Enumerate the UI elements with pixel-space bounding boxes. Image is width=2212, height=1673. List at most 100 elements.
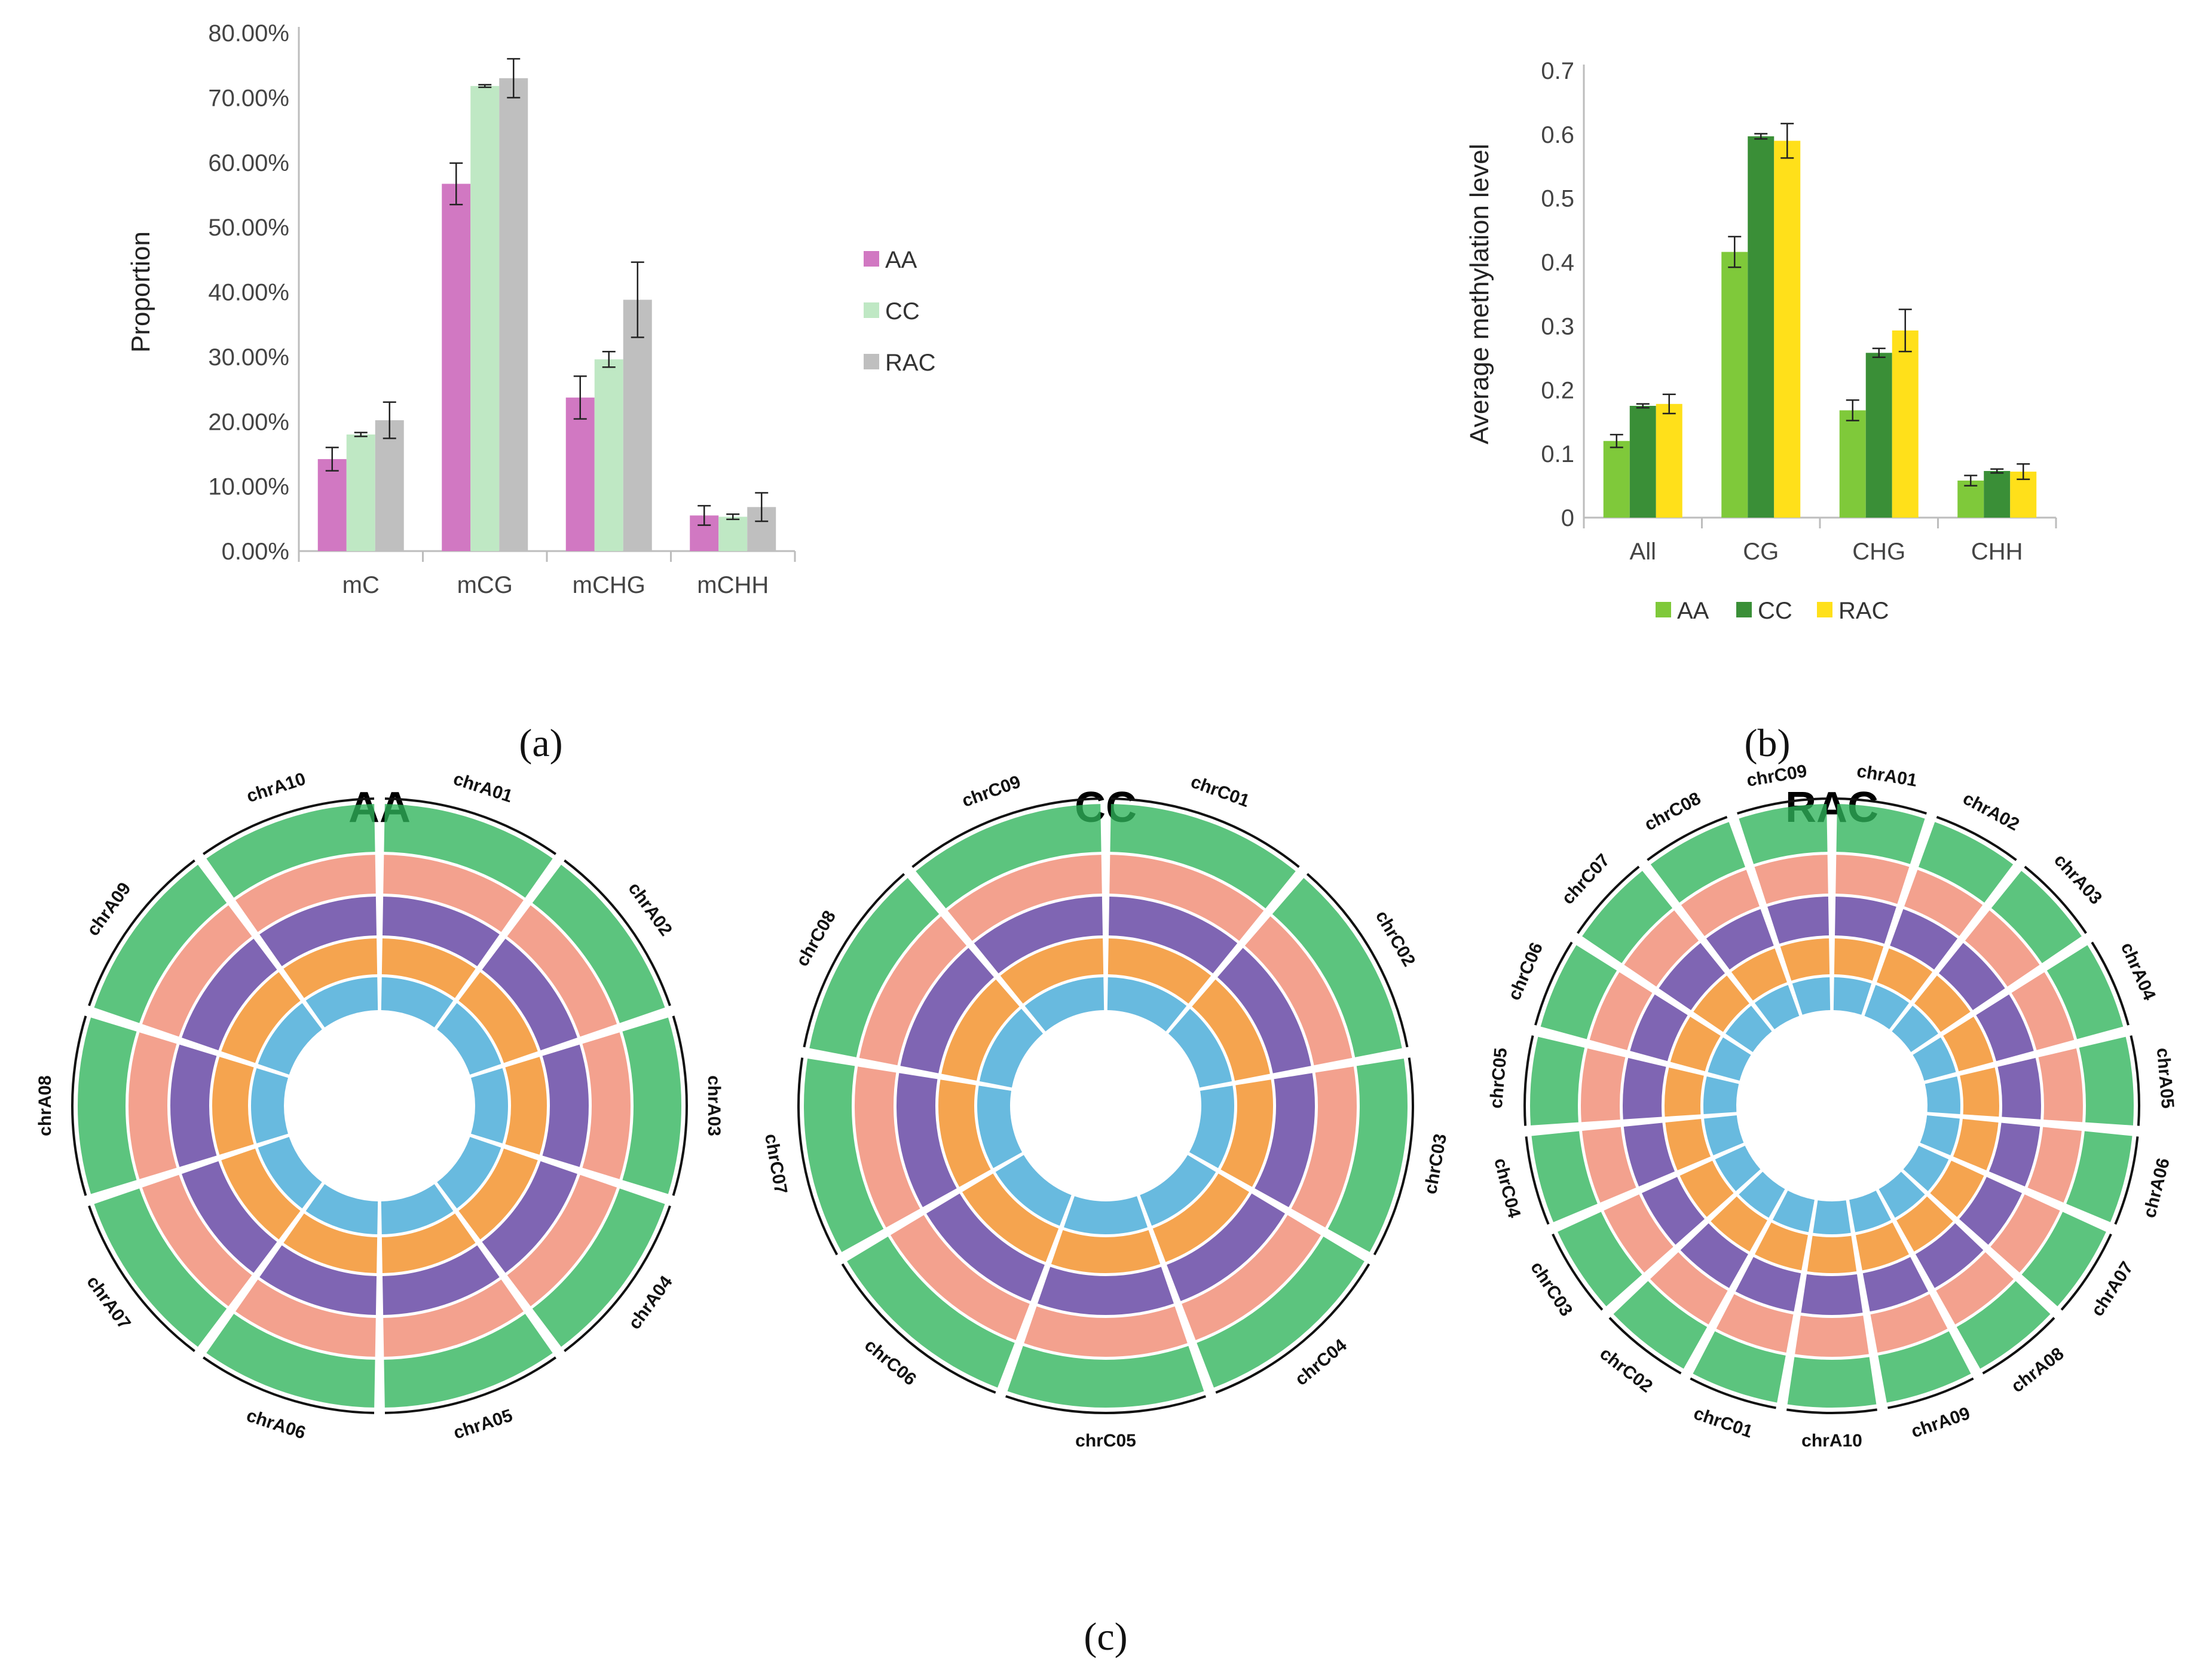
circos-track-segment: [505, 1057, 547, 1155]
circos-track-segment: [383, 855, 524, 932]
chromosome-label: chrC09: [959, 772, 1023, 811]
x-tick-label: CG: [1743, 539, 1779, 565]
circos-track-segment: [1953, 1119, 1999, 1170]
circos-track-segment: [1711, 1196, 1767, 1252]
circos-track-segment: [1582, 1127, 1636, 1203]
chromosome-ideogram: [1690, 1377, 1776, 1409]
circos-track-segment: [1693, 975, 1749, 1032]
circos-track-segment: [212, 1057, 254, 1155]
circos-track-segment: [1624, 910, 1699, 987]
circos-track-segment: [1878, 1331, 1971, 1403]
bar-aa: [1957, 481, 1984, 518]
circos-track-segment: [482, 938, 577, 1051]
y-tick-label: 0.6: [1541, 122, 1574, 148]
bar-cc: [470, 85, 500, 551]
chromosome-label: chrC05: [1486, 1047, 1511, 1109]
chromosome-ideogram: [1552, 1233, 1604, 1311]
circos-track-segment: [1531, 1131, 1598, 1222]
chromosome-ideogram: [71, 1016, 87, 1196]
chromosome-label: chrC08: [793, 907, 840, 970]
circos-track-segment: [1735, 1256, 1801, 1312]
circos-track-segment: [896, 1073, 957, 1207]
circos-track-segment: [1997, 1058, 2042, 1120]
circos-track-segment: [2079, 1036, 2134, 1125]
chromosome-label: chrA06: [244, 1406, 308, 1443]
circos-track-segment: [283, 938, 378, 998]
circos-track-segment: [1140, 1155, 1216, 1226]
chromosome-ideogram: [1373, 1057, 1414, 1256]
chromosome-label: chrA09: [1909, 1403, 1973, 1442]
legend-label-cc: CC: [1758, 598, 1792, 624]
chromosome-label: chrA05: [2153, 1047, 2177, 1109]
bar-rac: [1656, 403, 1682, 518]
y-tick-label: 0.1: [1541, 441, 1574, 467]
circos-track-segment: [1833, 977, 1872, 1015]
chromosome-ideogram: [2060, 1233, 2112, 1311]
bar-aa: [1721, 252, 1748, 518]
bar-rac: [375, 420, 404, 551]
y-tick-label: 70.00%: [208, 85, 289, 111]
circos-track-segment: [1650, 822, 1745, 903]
circos-track-segment: [582, 1032, 631, 1179]
circos-track-segment: [2066, 1131, 2133, 1222]
circos-track-segment: [2027, 1127, 2082, 1203]
circos-track-segment: [1716, 1294, 1794, 1353]
legend-label-cc: CC: [885, 298, 920, 325]
circos-track-segment: [1192, 979, 1270, 1081]
x-tick-label: mCG: [457, 572, 513, 598]
circos-track-segment: [235, 855, 376, 932]
y-axis-title: Average methylation level: [1465, 143, 1494, 444]
circos-track-segment: [847, 1236, 1015, 1388]
y-tick-label: 20.00%: [208, 409, 289, 435]
circos-track-segment: [1920, 1115, 1960, 1155]
bar-rac: [499, 78, 528, 552]
y-tick-label: 10.00%: [208, 474, 289, 500]
circos-track-segment: [974, 897, 1103, 974]
chromosome-ideogram: [2024, 865, 2087, 934]
chromosome-ideogram: [2114, 1136, 2139, 1225]
circos-track-segment: [1291, 1066, 1357, 1228]
circos-track-segment: [1681, 870, 1760, 937]
circos-track-segment: [1919, 822, 2014, 903]
chromosome-ideogram: [1786, 1408, 1878, 1414]
chromosome-ideogram: [1936, 815, 2017, 861]
circos-track-segment: [1754, 984, 1800, 1030]
chromosome-label: chrA06: [2140, 1156, 2174, 1220]
circos-track-segment: [809, 877, 940, 1057]
circos-track-segment: [1877, 948, 1933, 1001]
circos-track-segment: [1903, 1145, 1949, 1191]
circos-track-segment: [1807, 1235, 1857, 1273]
y-tick-label: 0.3: [1541, 313, 1574, 340]
circos-track-segment: [1936, 1252, 2014, 1325]
chromosome-label: chrA07: [2088, 1258, 2137, 1320]
circos-plot-rac: RACchrA01chrA02chrA03chrA04chrA05chrA06c…: [1486, 761, 2177, 1451]
circos-track-segment: [305, 977, 378, 1027]
circos-track-segment: [1925, 1076, 1960, 1115]
y-tick-label: 0.2: [1541, 377, 1574, 403]
circos-track-segment: [1787, 1357, 1877, 1408]
bar-rac: [1892, 330, 1919, 518]
x-tick-label: CHH: [1971, 539, 2023, 565]
circos-track-segment: [962, 1173, 1059, 1262]
circos-track-segment: [979, 1008, 1044, 1088]
legend-label-aa: AA: [885, 247, 917, 273]
circos-track-segment: [532, 1188, 665, 1347]
circos-track-segment: [1755, 1222, 1808, 1271]
bar-aa: [442, 183, 471, 551]
chromosome-ideogram: [1837, 797, 1927, 815]
circos-track-segment: [1834, 938, 1884, 981]
circos-track-segment: [1679, 1160, 1734, 1218]
legend-swatch-rac: [1817, 602, 1832, 617]
circos-track-segment: [1870, 1294, 1948, 1353]
circos-track-segment: [382, 1245, 500, 1315]
x-tick-label: All: [1630, 539, 1656, 565]
circos-track-segment: [235, 1279, 376, 1357]
circos-track-segment: [1976, 994, 2034, 1062]
circos-track-segment: [221, 972, 301, 1063]
circos-track-segment: [995, 1155, 1072, 1226]
chromosome-label: chrC08: [1641, 788, 1704, 834]
circos-track-segment: [1007, 1345, 1204, 1408]
y-tick-label: 0.4: [1541, 250, 1574, 276]
chromosome-ideogram: [1525, 1136, 1550, 1225]
circos-track-segment: [1272, 877, 1402, 1057]
